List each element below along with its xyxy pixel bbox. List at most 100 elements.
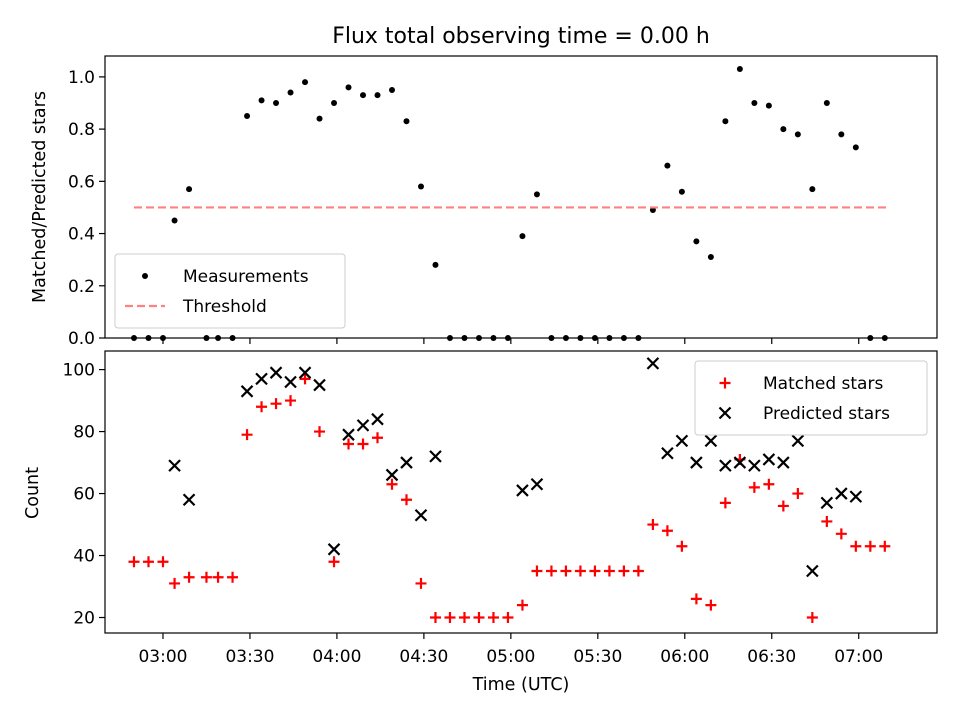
matched-stars-point	[487, 612, 499, 624]
measurement-point	[751, 100, 758, 106]
matched-stars-point	[705, 599, 717, 611]
predicted-stars-point	[661, 446, 674, 460]
matched-stars-point	[574, 565, 586, 577]
matched-stars-point	[502, 612, 514, 624]
predicted-stars-point	[849, 490, 863, 503]
matched-stars-point	[879, 540, 891, 552]
legend-box	[694, 360, 928, 436]
x-tick-label: 06:00	[660, 647, 709, 667]
matched-stars-point	[618, 565, 630, 577]
x-tick-label: 03:00	[138, 647, 187, 667]
matched-stars-point	[589, 565, 601, 577]
predicted-stars-point	[777, 456, 790, 469]
x-tick-label: 05:00	[486, 647, 535, 667]
measurement-point	[838, 131, 845, 138]
predicted-stars-point	[182, 493, 196, 507]
matched-stars-point	[821, 515, 833, 527]
measurement-point	[881, 335, 888, 341]
measurement-point	[794, 131, 801, 138]
matched-stars-point	[270, 398, 282, 410]
matched-stars-point	[128, 556, 140, 568]
y-tick-label: 60	[73, 485, 95, 505]
matched-stars-point	[603, 565, 615, 577]
x-tick-label: 03:30	[225, 647, 274, 667]
predicted-stars-point	[835, 487, 848, 500]
measurement-point	[664, 162, 671, 169]
measurement-point	[852, 144, 859, 151]
x-tick-label: 06:30	[747, 647, 796, 667]
matched-stars-point	[444, 612, 456, 624]
legend-label: Threshold	[182, 297, 267, 317]
predicted-stars-point	[371, 412, 384, 426]
predicted-stars-point	[516, 484, 529, 497]
measurement-point	[316, 115, 323, 122]
matched-stars-point	[429, 612, 441, 624]
x-tick-label: 05:30	[573, 647, 622, 667]
measurement-point	[258, 97, 265, 104]
predicted-stars-point	[313, 378, 326, 392]
matched-stars-point	[458, 612, 470, 624]
measurement-point	[130, 335, 137, 341]
y-tick-label: 100	[63, 361, 95, 381]
y-tick-label: 0.8	[68, 120, 95, 140]
y-tick-label: 40	[73, 547, 95, 567]
predicted-stars-point	[748, 459, 761, 472]
measurement-point	[548, 335, 555, 341]
matched-stars-point	[516, 599, 528, 611]
matched-stars-point	[400, 494, 412, 506]
predicted-stars-point	[385, 468, 399, 482]
measurement-point	[765, 102, 772, 109]
measurement-point	[273, 100, 280, 106]
matched-stars-point	[386, 478, 398, 490]
measurement-point	[287, 89, 294, 96]
predicted-stars-point	[719, 459, 732, 472]
matched-stars-point	[200, 571, 212, 583]
predicted-stars-point	[400, 456, 413, 469]
bottom-panel: 20 40 60 80 100 03:00 03:30 04:00 04:30 05:00 05:3…	[63, 350, 938, 667]
matched-stars-point	[314, 426, 326, 438]
measurement-point	[203, 335, 210, 341]
plot-area	[128, 357, 891, 624]
legend-plus-icon	[719, 377, 731, 389]
y-tick-label: 20	[73, 609, 95, 629]
predicted-stars-point	[269, 366, 283, 379]
matched-stars-point	[545, 565, 557, 577]
y-tick-label: 1.0	[68, 68, 95, 88]
measurement-point	[649, 207, 656, 214]
y-tick-label: 0.0	[68, 329, 95, 349]
predicted-stars-point	[806, 564, 819, 578]
legend-label: Matched stars	[763, 374, 883, 394]
measurement-point	[490, 335, 497, 341]
measurement-point	[374, 92, 381, 99]
matched-stars-point	[212, 571, 224, 583]
predicted-stars-point	[429, 450, 442, 463]
legend-x-icon	[718, 406, 732, 420]
matched-stars-point	[169, 577, 181, 589]
measurement-point	[736, 66, 743, 73]
matched-stars-point	[676, 540, 688, 552]
measurement-point	[403, 118, 410, 125]
predicted-stars-point	[284, 375, 297, 389]
x-tick-label: 04:00	[312, 647, 361, 667]
measurement-point	[620, 335, 627, 341]
predicted-stars-point	[356, 419, 370, 432]
matched-stars-point	[473, 612, 485, 624]
legend-box	[114, 253, 346, 329]
plot-frame	[104, 350, 938, 634]
predicted-stars-point	[820, 496, 834, 510]
matched-stars-point	[328, 556, 340, 568]
matched-stars-point	[357, 438, 369, 450]
measurement-point	[171, 217, 178, 224]
measurement-point	[215, 335, 222, 341]
matched-stars-point	[748, 481, 760, 493]
measurement-point	[693, 238, 700, 245]
top-y-axis-label: Matched/Predicted stars	[30, 91, 50, 303]
legend-label: Predicted stars	[763, 404, 890, 424]
matched-stars-point	[763, 478, 775, 490]
matched-stars-point	[157, 556, 169, 568]
measurement-point	[331, 100, 338, 106]
matched-stars-point	[632, 565, 644, 577]
bottom-y-axis-label: Count	[23, 467, 43, 519]
matched-stars-point	[227, 571, 239, 583]
